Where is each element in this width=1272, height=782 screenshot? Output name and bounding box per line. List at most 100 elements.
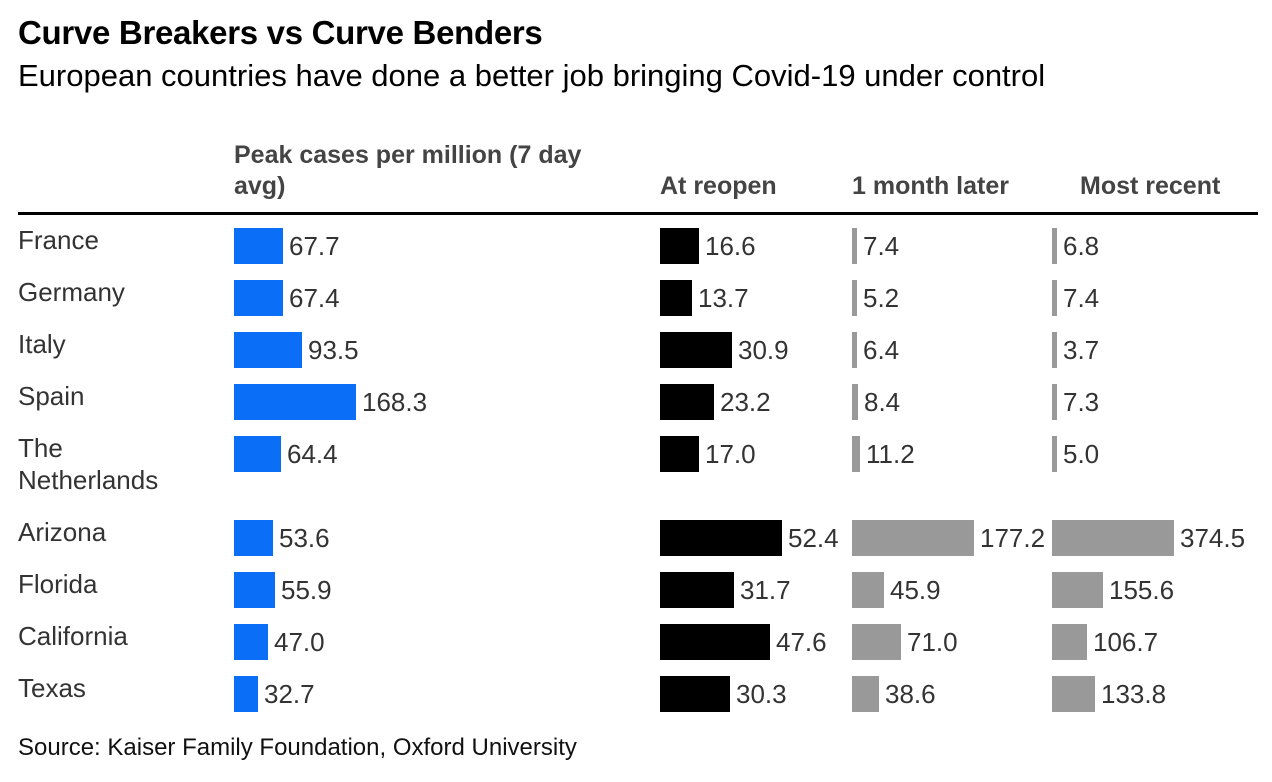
- value-label-later-spain: 8.4: [864, 387, 901, 417]
- value-label-peak-california: 47.0: [274, 627, 325, 657]
- bar-peak-the-netherlands: [234, 436, 281, 472]
- value-label-later-italy: 6.4: [863, 335, 900, 365]
- value-label-recent-spain: 7.3: [1063, 387, 1100, 417]
- value-label-later-texas: 38.6: [885, 679, 936, 709]
- value-label-reopen-france: 16.6: [705, 231, 756, 261]
- row-label-line: California: [18, 621, 128, 651]
- source-note: Source: Kaiser Family Foundation, Oxford…: [18, 734, 577, 761]
- value-label-later-the-netherlands: 11.2: [866, 439, 915, 469]
- value-label-later-florida: 45.9: [890, 575, 941, 605]
- value-label-recent-arizona: 374.5: [1180, 523, 1246, 553]
- value-label-peak-florida: 55.9: [281, 575, 332, 605]
- bar-later-spain: [852, 384, 858, 420]
- bar-recent-florida: [1052, 572, 1103, 608]
- bar-reopen-france: [660, 228, 699, 264]
- row-label-texas: Texas: [18, 672, 218, 704]
- row-label-germany: Germany: [18, 276, 218, 308]
- chart-title: Curve Breakers vs Curve Benders: [18, 14, 543, 51]
- row-label-line: Netherlands: [18, 465, 159, 495]
- bar-peak-spain: [234, 384, 356, 420]
- row-label-line: Arizona: [18, 517, 107, 547]
- bar-recent-the-netherlands: [1052, 436, 1057, 472]
- bar-peak-italy: [234, 332, 302, 368]
- row-label-arizona: Arizona: [18, 516, 218, 548]
- value-label-later-california: 71.0: [907, 627, 958, 657]
- row-label-line: Spain: [18, 381, 85, 411]
- row-label-line: Florida: [18, 569, 98, 599]
- row-label-florida: Florida: [18, 568, 218, 600]
- bar-later-france: [852, 228, 857, 264]
- bar-recent-spain: [1052, 384, 1057, 420]
- bar-reopen-florida: [660, 572, 734, 608]
- bar-later-the-netherlands: [852, 436, 860, 472]
- row-label-spain: Spain: [18, 380, 218, 412]
- bar-reopen-texas: [660, 676, 730, 712]
- column-header-peak-line1: Peak cases per million (7 day: [234, 141, 582, 169]
- row-label-line: Germany: [18, 277, 125, 307]
- bar-recent-california: [1052, 624, 1087, 660]
- bar-reopen-the-netherlands: [660, 436, 699, 472]
- value-label-recent-florida: 155.6: [1109, 575, 1175, 605]
- bar-peak-germany: [234, 280, 283, 316]
- value-label-recent-france: 6.8: [1063, 231, 1100, 261]
- bar-recent-texas: [1052, 676, 1095, 712]
- value-label-peak-arizona: 53.6: [279, 523, 330, 553]
- value-label-recent-california: 106.7: [1093, 627, 1159, 657]
- bar-later-texas: [852, 676, 879, 712]
- column-header-reopen: At reopen: [660, 172, 777, 200]
- value-label-peak-texas: 32.7: [264, 679, 315, 709]
- row-label-the-netherlands: The Netherlands: [18, 432, 218, 496]
- value-label-later-france: 7.4: [863, 231, 900, 261]
- value-label-reopen-arizona: 52.4: [788, 523, 839, 553]
- bar-reopen-arizona: [660, 520, 782, 556]
- bar-peak-france: [234, 228, 283, 264]
- row-label-line: Italy: [18, 329, 66, 359]
- column-header-peak: Peak cases per million (7 day avg): [234, 140, 581, 202]
- row-label-line: Texas: [18, 673, 86, 703]
- bar-recent-france: [1052, 228, 1057, 264]
- value-label-reopen-germany: 13.7: [698, 283, 749, 313]
- bar-reopen-germany: [660, 280, 692, 316]
- row-label-france: France: [18, 224, 218, 256]
- value-label-recent-texas: 133.8: [1101, 679, 1167, 709]
- value-label-reopen-texas: 30.3: [736, 679, 787, 709]
- bar-recent-arizona: [1052, 520, 1174, 556]
- row-label-california: California: [18, 620, 218, 652]
- row-label-italy: Italy: [18, 328, 218, 360]
- column-header-peak-line2: avg): [234, 172, 286, 200]
- value-label-recent-italy: 3.7: [1063, 335, 1100, 365]
- bar-peak-texas: [234, 676, 258, 712]
- column-header-most-recent: Most recent: [1080, 172, 1221, 200]
- bar-reopen-california: [660, 624, 770, 660]
- header-rule: [18, 212, 1258, 215]
- bar-peak-california: [234, 624, 268, 660]
- column-header-one-month-later: 1 month later: [852, 172, 1009, 200]
- value-label-recent-the-netherlands: 5.0: [1063, 439, 1100, 469]
- value-label-peak-germany: 67.4: [289, 283, 340, 313]
- bar-peak-arizona: [234, 520, 273, 556]
- row-label-line: The: [18, 433, 63, 463]
- value-label-later-germany: 5.2: [863, 283, 900, 313]
- bar-later-arizona: [852, 520, 974, 556]
- value-label-reopen-italy: 30.9: [738, 335, 789, 365]
- bar-later-italy: [852, 332, 857, 368]
- value-label-reopen-california: 47.6: [776, 627, 827, 657]
- bar-later-germany: [852, 280, 857, 316]
- bar-peak-florida: [234, 572, 275, 608]
- value-label-peak-france: 67.7: [289, 231, 340, 261]
- bar-recent-italy: [1052, 332, 1057, 368]
- chart-subtitle: European countries have done a better jo…: [18, 58, 1046, 93]
- value-label-recent-germany: 7.4: [1063, 283, 1100, 313]
- value-label-peak-italy: 93.5: [308, 335, 359, 365]
- value-label-reopen-spain: 23.2: [720, 387, 771, 417]
- value-label-later-arizona: 177.2: [980, 523, 1046, 553]
- bar-reopen-italy: [660, 332, 732, 368]
- value-label-reopen-the-netherlands: 17.0: [705, 439, 756, 469]
- bar-later-florida: [852, 572, 884, 608]
- value-label-peak-spain: 168.3: [362, 387, 428, 417]
- bar-reopen-spain: [660, 384, 714, 420]
- value-label-peak-the-netherlands: 64.4: [287, 439, 338, 469]
- bar-later-california: [852, 624, 901, 660]
- value-label-reopen-florida: 31.7: [740, 575, 791, 605]
- bar-recent-germany: [1052, 280, 1057, 316]
